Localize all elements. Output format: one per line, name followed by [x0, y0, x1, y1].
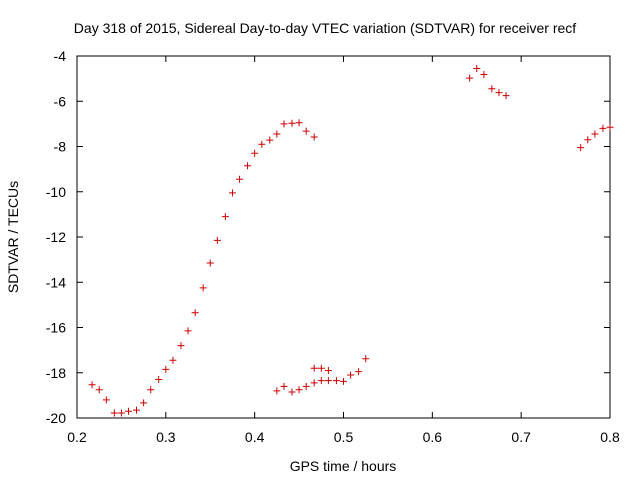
data-point	[310, 133, 318, 141]
data-point	[347, 371, 355, 379]
data-point	[332, 377, 340, 385]
x-tick-label: 0.5	[334, 429, 354, 445]
data-point	[480, 71, 488, 79]
x-tick-label: 0.2	[67, 429, 87, 445]
data-point	[206, 259, 214, 267]
data-point	[355, 368, 363, 376]
data-point	[155, 376, 163, 384]
x-tick-label: 0.4	[245, 429, 265, 445]
data-point	[340, 377, 347, 385]
data-point	[324, 366, 332, 374]
data-point	[95, 386, 103, 394]
x-tick-label: 0.6	[423, 429, 443, 445]
data-point	[221, 213, 229, 221]
x-axis-label: GPS time / hours	[290, 458, 397, 474]
y-tick-label: -18	[46, 365, 66, 381]
y-tick-label: -20	[46, 410, 66, 426]
data-point	[199, 284, 207, 292]
data-point	[213, 236, 221, 244]
data-point	[162, 365, 170, 373]
data-point	[117, 409, 125, 417]
data-point	[495, 89, 503, 97]
data-point	[310, 379, 318, 387]
chart-title: Day 318 of 2015, Sidereal Day-to-day VTE…	[74, 20, 576, 36]
data-point	[295, 119, 303, 127]
data-point	[169, 356, 177, 364]
data-point	[251, 149, 259, 157]
data-point	[273, 130, 281, 138]
data-point	[488, 85, 496, 93]
data-point	[317, 364, 325, 372]
data-point	[88, 381, 96, 389]
y-tick-label: -8	[54, 139, 67, 155]
data-point	[599, 124, 607, 132]
y-tick-label: -4	[54, 48, 67, 64]
y-tick-label: -10	[46, 184, 66, 200]
data-point	[133, 406, 141, 414]
data-point	[177, 342, 185, 350]
data-point	[102, 396, 110, 404]
data-point	[302, 382, 310, 390]
x-tick-label: 0.3	[156, 429, 176, 445]
data-point	[362, 355, 370, 363]
data-point	[258, 140, 266, 148]
data-point	[577, 144, 585, 152]
data-point	[310, 364, 318, 372]
data-point	[191, 309, 199, 317]
plot-frame	[76, 55, 611, 419]
data-point	[147, 386, 155, 394]
data-point	[236, 175, 244, 183]
data-point	[228, 189, 236, 197]
data-point	[266, 136, 274, 144]
data-point	[584, 136, 592, 144]
y-tick-label: -6	[54, 93, 67, 109]
data-point	[244, 162, 252, 170]
data-point	[606, 123, 614, 131]
y-tick-label: -16	[46, 320, 66, 336]
data-point	[302, 127, 310, 135]
data-points	[88, 64, 614, 417]
data-point	[317, 377, 325, 385]
data-point	[591, 130, 599, 138]
y-tick-label: -12	[46, 229, 66, 245]
data-point	[110, 409, 118, 417]
x-tick-label: 0.8	[600, 429, 620, 445]
data-point	[324, 377, 332, 385]
data-point	[280, 382, 288, 390]
data-point	[184, 327, 192, 335]
y-tick-label: -14	[46, 274, 66, 290]
data-point	[125, 407, 133, 415]
data-point	[288, 388, 296, 396]
data-point	[466, 74, 474, 82]
data-point	[295, 386, 303, 394]
y-axis-label: SDTVAR / TECUs	[5, 181, 21, 293]
x-tick-label: 0.7	[511, 429, 531, 445]
data-point	[502, 92, 510, 100]
data-point	[288, 119, 296, 127]
data-point	[473, 64, 481, 72]
data-point	[280, 120, 288, 128]
axis-ticks: 0.2 0.3 0.4 0.5 0.6 0.7 0.8 -20 -18 -16 -14 -12 -10 -…	[46, 48, 620, 445]
data-point	[140, 399, 148, 407]
data-point	[273, 387, 281, 395]
